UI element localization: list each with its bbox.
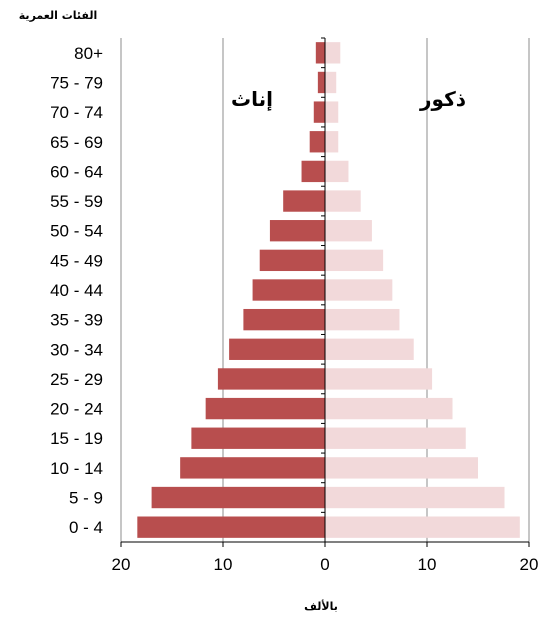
y-tick-label: 65 - 69 xyxy=(50,133,103,152)
female-bar xyxy=(315,42,325,64)
male-bar xyxy=(325,308,400,331)
male-bar xyxy=(325,338,414,360)
y-tick-label: 45 - 49 xyxy=(50,251,103,270)
male-bar xyxy=(325,368,433,390)
male-bar xyxy=(325,42,341,64)
series-label-male: ذكور xyxy=(419,87,466,111)
y-tick-label: 25 - 29 xyxy=(50,370,103,389)
x-tick-label: 10 xyxy=(418,555,437,574)
y-tick-label: 0 - 4 xyxy=(69,518,103,537)
female-bar xyxy=(313,101,325,123)
female-bar xyxy=(205,397,325,420)
y-tick-label: 60 - 64 xyxy=(50,162,103,181)
female-bar xyxy=(269,220,325,242)
male-bar xyxy=(325,249,384,272)
male-bar xyxy=(325,397,453,420)
male-bar xyxy=(325,457,478,479)
female-bar xyxy=(309,131,325,153)
chart-title: الفئات العمرية xyxy=(19,9,97,22)
x-axis-label: بالألف xyxy=(304,599,338,613)
y-tick-label: 40 - 44 xyxy=(50,281,103,300)
female-bar xyxy=(217,368,325,390)
y-tick-label: 50 - 54 xyxy=(50,222,103,241)
y-tick-label: 10 - 14 xyxy=(50,459,103,478)
female-bar xyxy=(191,427,325,449)
bars xyxy=(137,42,520,538)
y-tick-label: 15 - 19 xyxy=(50,429,103,448)
female-bar xyxy=(151,486,325,509)
y-tick-label: 35 - 39 xyxy=(50,311,103,330)
y-tick-label: 20 - 24 xyxy=(50,400,103,419)
x-tick-label: 20 xyxy=(520,555,539,574)
female-bar xyxy=(137,516,325,538)
female-bar xyxy=(180,457,325,479)
x-tick-label: 20 xyxy=(112,555,131,574)
male-bar xyxy=(325,131,339,153)
male-bar xyxy=(325,220,372,242)
female-bar xyxy=(301,160,325,183)
male-bar xyxy=(325,516,520,538)
female-bar xyxy=(229,338,325,360)
female-bar xyxy=(317,71,325,94)
male-bar xyxy=(325,160,349,183)
male-bar xyxy=(325,101,339,123)
x-tick-label: 0 xyxy=(320,555,329,574)
series-label-female: إناث xyxy=(231,87,273,111)
y-tick-label: 75 - 79 xyxy=(50,73,103,92)
female-bar xyxy=(259,249,325,272)
female-bar xyxy=(283,190,325,212)
x-tick-label: 10 xyxy=(214,555,233,574)
female-bar xyxy=(243,308,325,331)
y-tick-label: 80+ xyxy=(74,44,103,63)
y-tick-label: 55 - 59 xyxy=(50,192,103,211)
male-bar xyxy=(325,71,337,94)
y-tick-label: 30 - 34 xyxy=(50,340,103,359)
axes: 0 - 4 5 - 9 10 - 14 15 - 19 20 - 24 25 - 29 30… xyxy=(50,37,539,574)
male-bar xyxy=(325,279,393,301)
male-bar xyxy=(325,486,505,509)
y-tick-label: 5 - 9 xyxy=(69,489,103,508)
y-tick-label: 70 - 74 xyxy=(50,103,103,122)
male-bar xyxy=(325,190,361,212)
female-bar xyxy=(252,279,325,301)
male-bar xyxy=(325,427,466,449)
